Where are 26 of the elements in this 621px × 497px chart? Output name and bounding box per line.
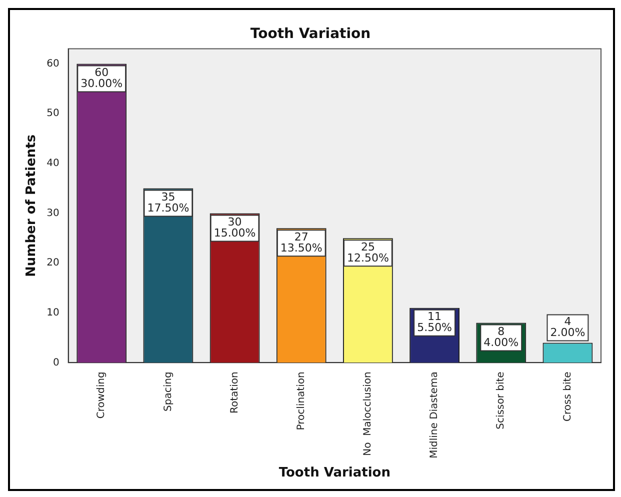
data-label: 30 15.00%	[214, 216, 256, 240]
data-label: 27 13.50%	[280, 230, 322, 255]
x-tick-label: Spacing	[162, 372, 174, 412]
x-tick-label: Rotation	[229, 372, 240, 414]
y-tick-label: 50	[46, 108, 60, 120]
data-label: 8 4.00%	[484, 325, 519, 350]
data-label: 11 5.50%	[417, 310, 452, 334]
x-tick-label: Scissor bite	[496, 372, 507, 430]
data-label: 35 17.50%	[147, 190, 190, 215]
data-label: 25 12.50%	[346, 240, 389, 264]
x-tick-label: Cross bite	[562, 372, 574, 422]
y-tick-label: 40	[46, 158, 60, 169]
x-tick-label: Proclination	[296, 372, 307, 430]
y-tick-label: 20	[46, 258, 60, 269]
y-axis-title: Number of Patients	[24, 134, 40, 277]
y-tick-label: 10	[46, 307, 60, 318]
x-tick-label: No Malocclusion	[362, 372, 374, 456]
x-tick-label: Crowding	[96, 372, 108, 419]
chart-title: Tooth Variation	[250, 26, 371, 42]
data-label: 60 30.00%	[80, 66, 123, 90]
y-tick-label: 60	[46, 58, 60, 70]
x-axis-title: Tooth Variation	[278, 466, 390, 481]
y-tick-label: 0	[52, 357, 60, 368]
y-tick-label: 30	[46, 208, 60, 219]
x-tick-label: Midline Diastema	[429, 372, 440, 458]
data-label: 4 2.00%	[550, 315, 586, 340]
